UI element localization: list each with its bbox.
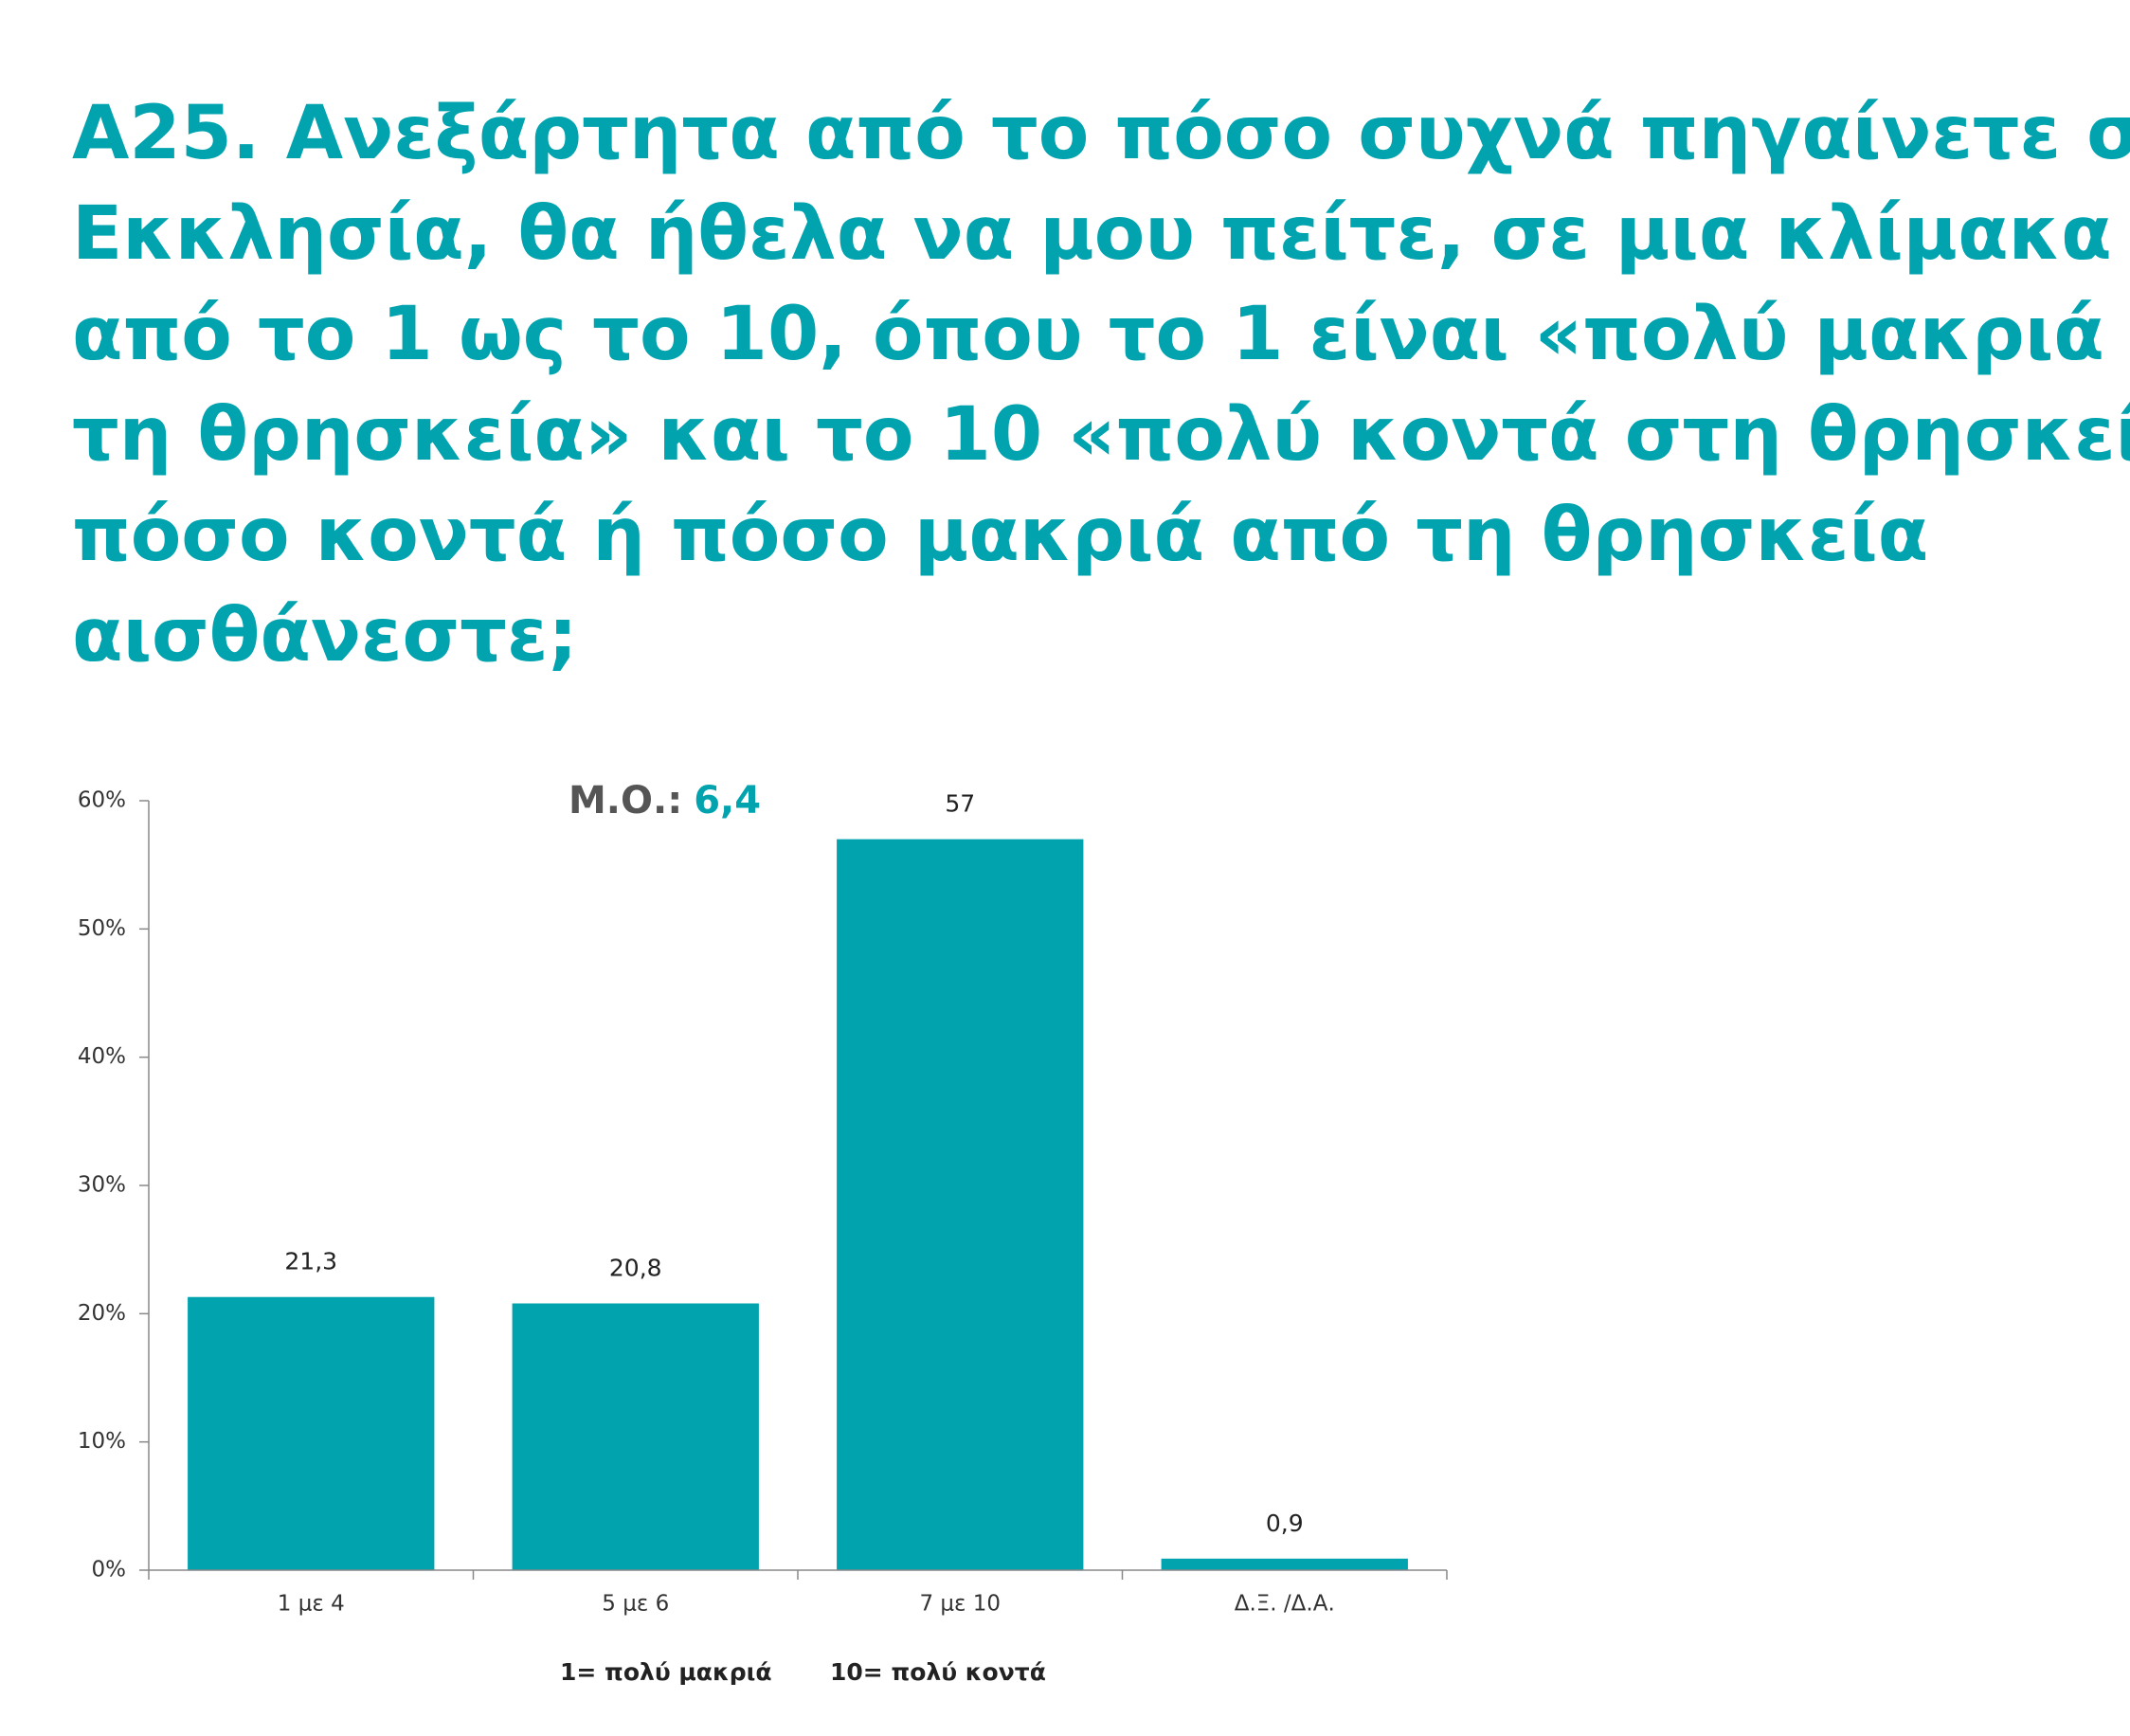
chart-title: Εκκλησία, θα ήθελα να μου πείτε, σε μια … <box>72 191 2112 277</box>
y-tick-label: 0% <box>92 1558 127 1582</box>
footnote: 10= πολύ κοντά <box>830 1658 1046 1686</box>
bar <box>512 1303 759 1570</box>
bar <box>188 1296 435 1570</box>
y-tick-label: 10% <box>78 1429 126 1454</box>
y-tick-label: 40% <box>78 1044 126 1069</box>
value-label: 0,9 <box>1266 1510 1304 1537</box>
chart-title: τη θρησκεία» και το 10 «πολύ κοντά στη θ… <box>72 392 2130 478</box>
x-tick-label: 7 με 10 <box>919 1592 1001 1617</box>
x-tick-label: 5 με 6 <box>602 1592 669 1617</box>
chart-title: Α25. Ανεξάρτητα από το πόσο συχνά πηγαίν… <box>72 91 2130 176</box>
value-label: 57 <box>945 790 975 818</box>
footnote: 1= πολύ μακριά <box>560 1658 772 1686</box>
annotation-label: Μ.Ο.: <box>569 779 682 823</box>
bar <box>837 839 1084 1570</box>
chart-title: από το 1 ως το 10, όπου το 1 είναι «πολύ… <box>72 292 2130 377</box>
annotation-value: 6,4 <box>694 779 761 823</box>
y-tick-label: 20% <box>78 1301 126 1326</box>
annotation: Μ.Ο.: 6,4 <box>569 779 761 823</box>
chart-title: αισθάνεστε; <box>72 593 578 678</box>
y-tick-label: 50% <box>78 916 126 941</box>
x-tick-label: Δ.Ξ. /Δ.Α. <box>1235 1592 1335 1617</box>
chart-title: πόσο κοντά ή πόσο μακριά από τη θρησκεία <box>72 493 1928 578</box>
value-label: 20,8 <box>609 1255 662 1282</box>
x-tick-label: 1 με 4 <box>278 1592 345 1617</box>
y-tick-label: 60% <box>78 788 126 813</box>
value-label: 21,3 <box>284 1248 337 1275</box>
y-tick-label: 30% <box>78 1173 126 1198</box>
bar <box>1161 1558 1408 1570</box>
